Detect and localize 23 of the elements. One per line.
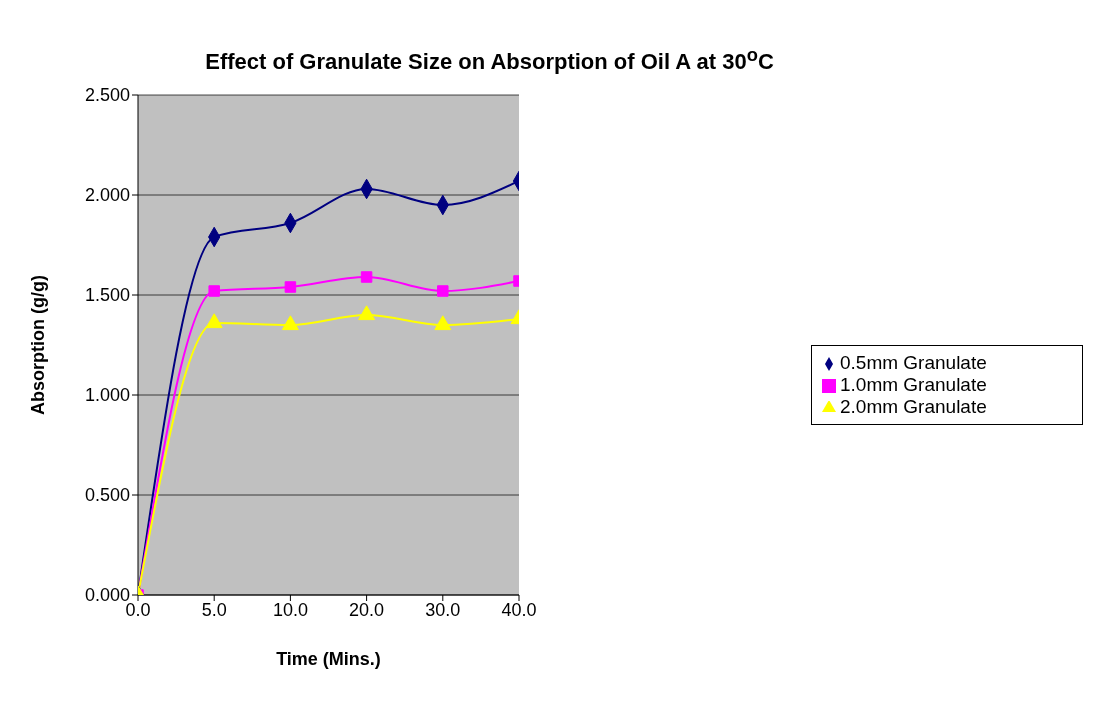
- chart-title: Effect of Granulate Size on Absorption of Oil A at 30$^{o}$C: [204, 43, 775, 77]
- x-tick-label: 5.0: [201, 600, 227, 621]
- legend-label: 1.0mm Granulate: [840, 374, 987, 396]
- x-tick-label: 10.0: [272, 600, 308, 621]
- point: [281, 315, 299, 331]
- point: [205, 313, 223, 329]
- x-tick-label: 20.0: [349, 600, 385, 621]
- y-tick-label: 1.000: [84, 385, 130, 406]
- x-tick-label: 40.0: [501, 600, 537, 621]
- y-tick-label: 0.500: [84, 485, 130, 506]
- legend-label: 2.0mm Granulate: [840, 396, 987, 418]
- y-axis-title: Absorption (g/g): [28, 275, 49, 416]
- y-tick-label: 2.500: [84, 85, 130, 106]
- x-axis-title: Time (Mins.): [276, 649, 381, 670]
- y-tick-label: 1.500: [84, 285, 130, 306]
- x-tick-label: 30.0: [425, 600, 461, 621]
- y-tick-label: 2.000: [84, 185, 130, 206]
- point: [284, 281, 297, 294]
- point: [358, 305, 376, 321]
- point: [208, 285, 220, 298]
- x-tick-label: 0.0: [125, 600, 151, 621]
- point: [360, 271, 373, 284]
- legend-label: 0.5mm Granulate: [840, 352, 987, 374]
